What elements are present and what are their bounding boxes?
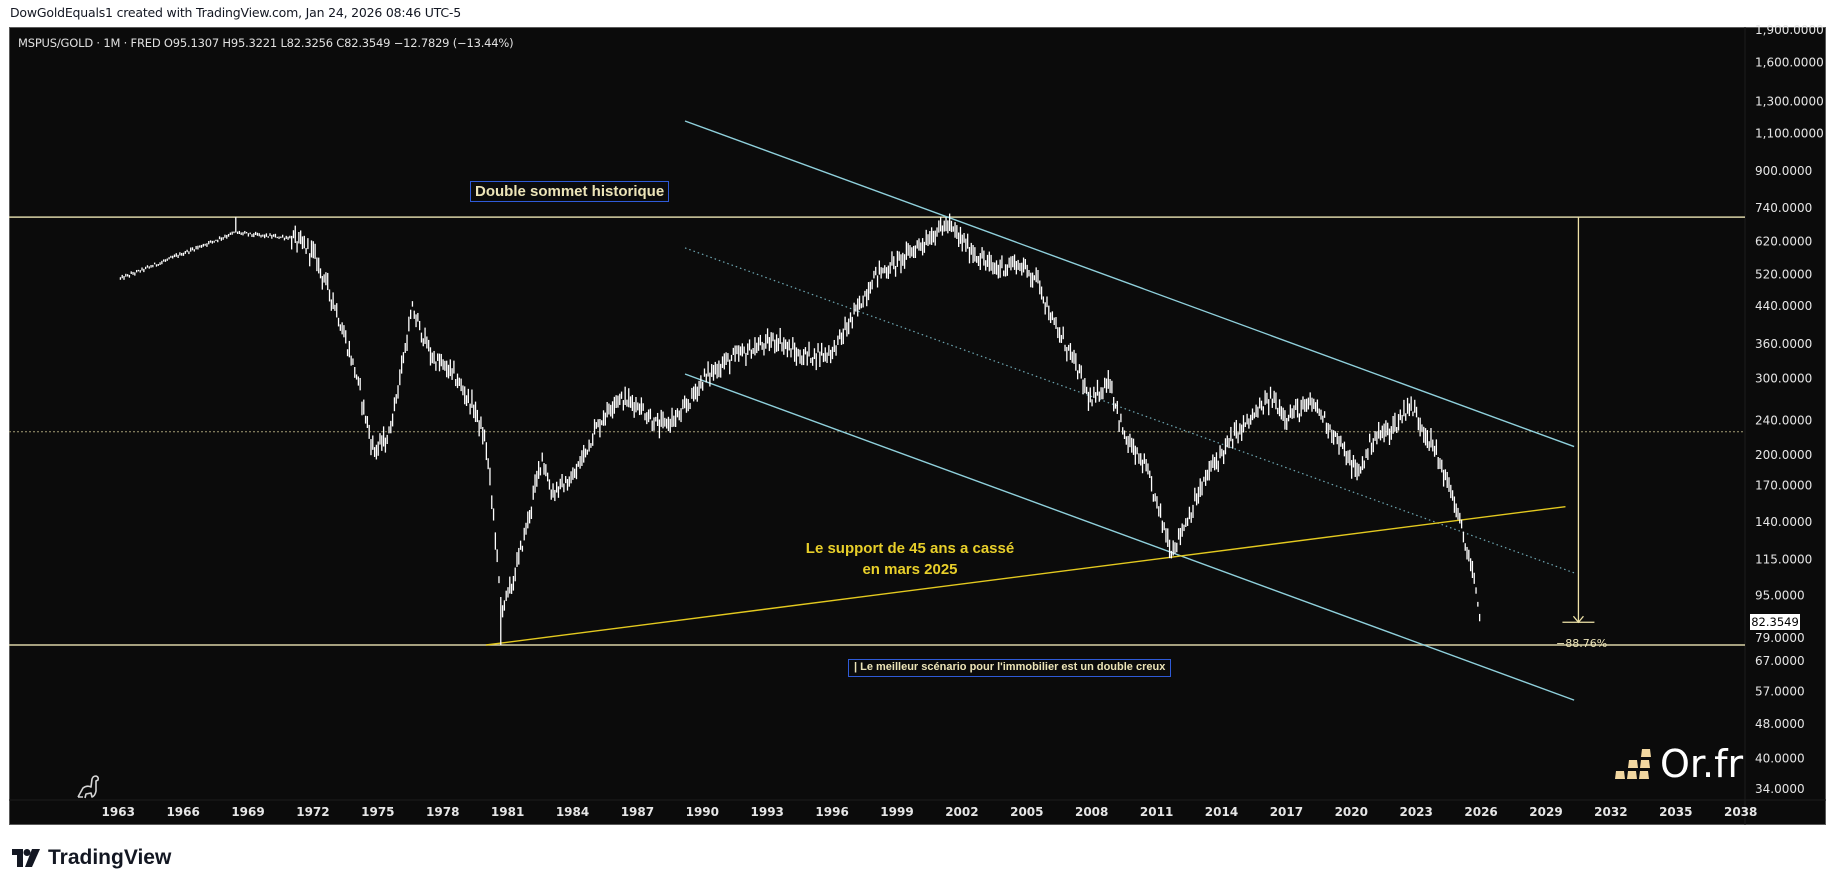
x-tick-label: 1963: [102, 805, 135, 819]
x-tick-label: 1990: [686, 805, 719, 819]
y-tick-label: 40.0000: [1755, 751, 1805, 765]
tradingview-logo[interactable]: TradingView: [12, 846, 171, 870]
x-tick-label: 1999: [880, 805, 913, 819]
y-tick-label: 1,900.0000: [1755, 23, 1824, 37]
y-tick-label: 200.0000: [1755, 448, 1812, 462]
y-tick-label: 1,600.0000: [1755, 56, 1824, 70]
orfr-logo: Or.fr: [1612, 744, 1743, 784]
y-tick-label: 34.0000: [1755, 782, 1805, 796]
x-tick-label: 1981: [491, 805, 524, 819]
y-tick-label: 57.0000: [1755, 685, 1805, 699]
x-tick-label: 2038: [1724, 805, 1757, 819]
x-tick-label: 1984: [556, 805, 589, 819]
y-tick-label: 740.0000: [1755, 201, 1812, 215]
measure-percent-label: −88.76%: [1556, 637, 1608, 650]
y-tick-label: 300.0000: [1755, 371, 1812, 385]
symbol-legend[interactable]: MSPUS/GOLD · 1M · FRED O95.1307 H95.3221…: [18, 36, 514, 50]
x-tick-label: 1975: [361, 805, 394, 819]
y-tick-label: 1,300.0000: [1755, 95, 1824, 109]
channel-upper-line: [684, 120, 1575, 448]
x-tick-label: 2005: [1010, 805, 1043, 819]
x-tick-label: 1972: [296, 805, 329, 819]
x-tick-label: 2035: [1659, 805, 1692, 819]
channel-lower-line: [684, 373, 1575, 701]
tradingview-icon: [12, 849, 40, 867]
price-bars: [119, 213, 1481, 646]
x-tick-label: 1966: [166, 805, 199, 819]
y-tick-label: 360.0000: [1755, 337, 1812, 351]
y-tick-label: 520.0000: [1755, 268, 1812, 282]
annotation-support-line1: Le support de 45 ans a cassé: [805, 540, 1015, 557]
annotation-double-top[interactable]: Double sommet historique: [470, 181, 670, 202]
x-tick-label: 2032: [1594, 805, 1627, 819]
chart-panel[interactable]: [9, 27, 1826, 825]
dino-icon[interactable]: [74, 773, 102, 801]
y-tick-label: 900.0000: [1755, 164, 1812, 178]
x-tick-label: 1993: [751, 805, 784, 819]
y-tick-label: 115.0000: [1755, 552, 1812, 566]
annotation-support-line2: en mars 2025: [862, 561, 958, 578]
x-tick-label: 2002: [945, 805, 978, 819]
orfr-logo-text: Or.fr: [1660, 742, 1744, 786]
x-tick-label: 1996: [815, 805, 848, 819]
drawing-layer: [9, 120, 1745, 701]
x-tick-label: 2017: [1270, 805, 1303, 819]
support-45y-line: [485, 505, 1566, 646]
y-tick-label: 170.0000: [1755, 479, 1812, 493]
x-tick-label: 1978: [426, 805, 459, 819]
x-tick-label: 1969: [231, 805, 264, 819]
y-tick-label: 67.0000: [1755, 654, 1805, 668]
y-tick-label: 48.0000: [1755, 717, 1805, 731]
y-tick-label: 95.0000: [1755, 588, 1805, 602]
x-tick-label: 2026: [1464, 805, 1497, 819]
channel-middle-line: [684, 247, 1575, 574]
y-tick-label: 1,100.0000: [1755, 126, 1824, 140]
x-tick-label: 2023: [1399, 805, 1432, 819]
y-tick-label: 620.0000: [1755, 234, 1812, 248]
x-tick-label: 2014: [1205, 805, 1238, 819]
y-tick-label: 140.0000: [1755, 515, 1812, 529]
x-tick-label: 2008: [1075, 805, 1108, 819]
measure-arrowhead-icon: [1572, 615, 1584, 624]
annotation-double-bottom[interactable]: | Le meilleur scénario pour l'immobilier…: [848, 659, 1172, 677]
y-tick-label: 440.0000: [1755, 299, 1812, 313]
last-price-label: 82.3549: [1750, 614, 1800, 630]
y-tick-label: 240.0000: [1755, 413, 1812, 427]
x-tick-label: 2020: [1335, 805, 1368, 819]
axis-layer: [9, 27, 1826, 825]
x-tick-label: 2011: [1140, 805, 1173, 819]
annotation-support-broken[interactable]: Le support de 45 ans a cassé en mars 202…: [780, 538, 1040, 580]
gold-bars-icon: [1615, 749, 1651, 779]
x-tick-label: 2029: [1529, 805, 1562, 819]
chart-credit: DowGoldEquals1 created with TradingView.…: [10, 5, 461, 20]
tick-labels: 1,900.0000 1,600.0000 1,300.0000 1,100.0000…: [102, 23, 1824, 819]
tradingview-logo-text: TradingView: [48, 846, 172, 869]
y-tick-label: 79.0000: [1755, 631, 1805, 645]
x-tick-label: 1987: [621, 805, 654, 819]
